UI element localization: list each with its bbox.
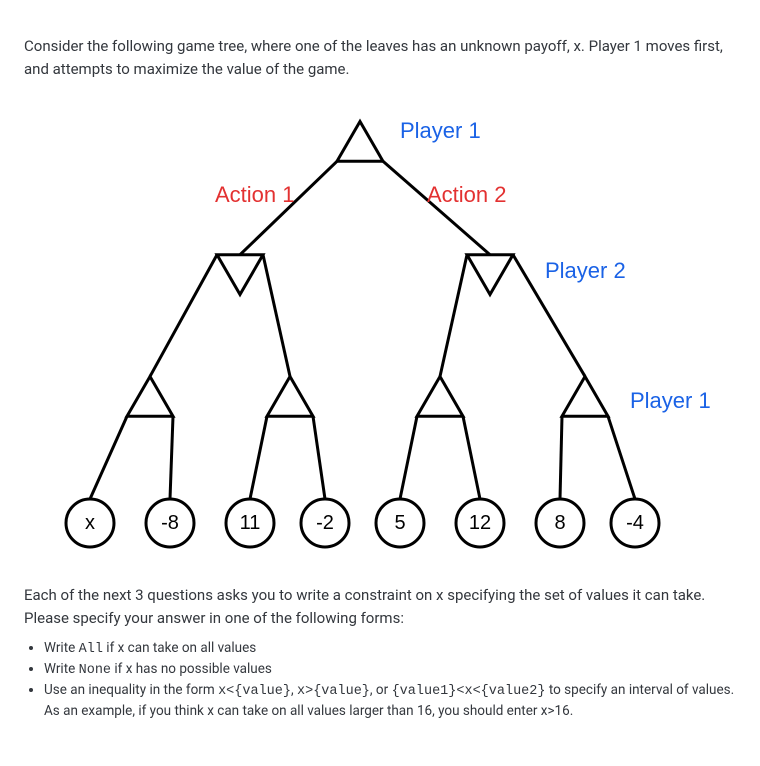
- edge: [170, 416, 173, 499]
- leaf-value-0: x: [85, 512, 95, 534]
- edge: [240, 161, 337, 254]
- format-bullet-none: Write None if x has no possible values: [44, 660, 736, 680]
- max-node-2: [417, 376, 463, 416]
- label-player1-bottom: Player 1: [630, 388, 711, 413]
- text: , or: [370, 682, 392, 698]
- code: x<{value}: [218, 684, 291, 699]
- text: Use an inequality in the form: [44, 682, 218, 698]
- min-node-1: [467, 255, 513, 295]
- edge: [313, 416, 325, 499]
- label-action1: Action 1: [215, 182, 295, 207]
- edge: [400, 416, 417, 499]
- format-bullet-inequality: Use an inequality in the form x<{value},…: [44, 681, 736, 719]
- edge: [440, 255, 467, 377]
- intro-paragraph: Consider the following game tree, where …: [24, 35, 736, 80]
- edge: [90, 416, 127, 499]
- edge: [608, 416, 635, 499]
- edge: [263, 255, 290, 377]
- edge: [383, 161, 490, 254]
- text: Write: [44, 640, 79, 656]
- code: x>{value}: [297, 684, 370, 699]
- answer-format-list: Write All if x can take on all values Wr…: [24, 639, 736, 720]
- max-node-3: [562, 376, 608, 416]
- leaf-value-5: 12: [469, 512, 491, 534]
- code: {value1}<x<{value2}: [392, 684, 546, 699]
- leaf-value-7: -4: [626, 512, 644, 534]
- edge: [250, 416, 267, 499]
- text: if x can take on all values: [103, 640, 256, 656]
- edge: [150, 255, 217, 377]
- format-bullet-all: Write All if x can take on all values: [44, 639, 736, 659]
- min-node-0: [217, 255, 263, 295]
- leaf-value-4: 5: [394, 512, 405, 534]
- label-player2: Player 2: [545, 258, 626, 283]
- leaf-value-2: 11: [240, 512, 261, 534]
- leaf-value-1: -8: [161, 512, 179, 534]
- edge: [463, 416, 480, 499]
- leaf-value-3: -2: [316, 512, 334, 534]
- code: None: [79, 663, 111, 678]
- outro-paragraph: Each of the next 3 questions asks you to…: [24, 584, 736, 629]
- leaf-value-6: 8: [554, 512, 565, 534]
- text: if x has no possible values: [111, 661, 272, 677]
- edge: [560, 416, 562, 499]
- max-node-1: [267, 376, 313, 416]
- max-node-0: [127, 376, 173, 416]
- root-node: [337, 121, 383, 161]
- game-tree-figure: x -8 11 -2 5 12 8 -4 Player 1 Action 1 Action 2 Pla…: [24, 88, 736, 568]
- code: All: [79, 642, 103, 657]
- label-player1-root: Player 1: [400, 118, 481, 143]
- label-action2: Action 2: [427, 182, 507, 207]
- text: Write: [44, 661, 79, 677]
- game-tree-svg: x -8 11 -2 5 12 8 -4 Player 1 Action 1 Action 2 Pla…: [30, 88, 730, 568]
